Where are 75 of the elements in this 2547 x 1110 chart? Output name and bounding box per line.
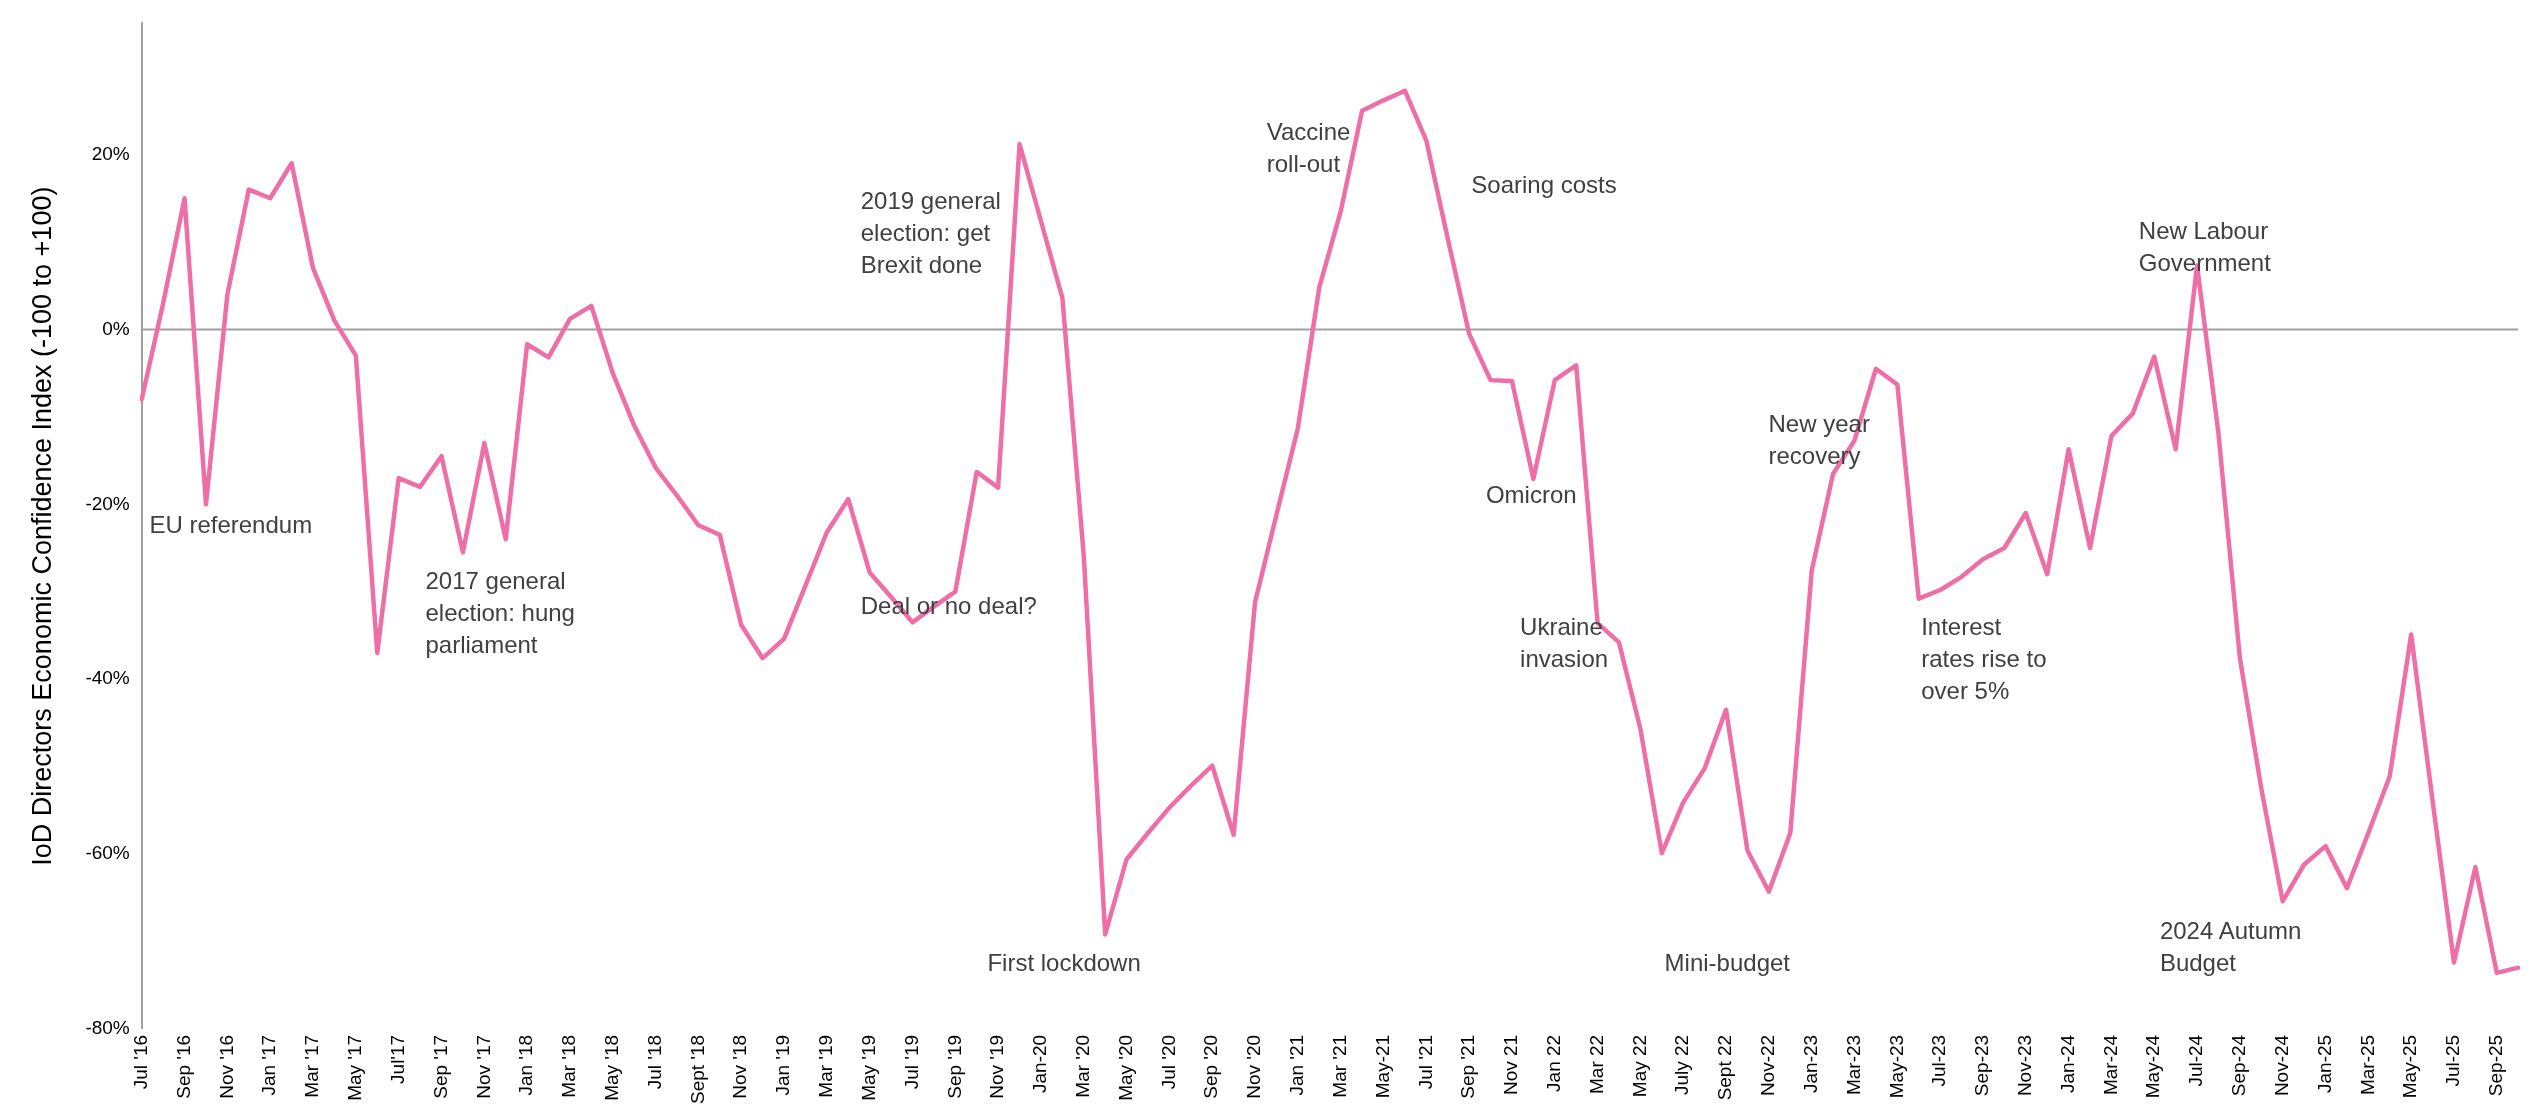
x-tick-label: Mar-25 bbox=[2356, 1034, 2378, 1096]
x-tick-label: Jan-23 bbox=[1799, 1034, 1821, 1093]
annotation: Omicron bbox=[1485, 480, 1577, 511]
x-tick-label: Nov '19 bbox=[986, 1034, 1008, 1099]
annotation: 2017 general election: hung parliament bbox=[425, 566, 575, 661]
annotation: Soaring costs bbox=[1471, 170, 1617, 201]
x-tick-label: Jan '21 bbox=[1286, 1034, 1308, 1096]
x-tick-label: Nov '16 bbox=[215, 1034, 237, 1099]
x-tick-label: Jul-25 bbox=[2442, 1034, 2464, 1087]
annotation: Vaccine roll-out bbox=[1266, 116, 1351, 179]
x-tick-label: Mar 22 bbox=[1585, 1034, 1607, 1095]
x-tick-label: Sep '16 bbox=[172, 1034, 194, 1099]
x-tick-label: Nov-22 bbox=[1757, 1034, 1779, 1097]
x-tick-label: Jan-24 bbox=[2056, 1034, 2078, 1093]
x-tick-label: May-23 bbox=[1885, 1034, 1907, 1099]
x-tick-label: Sep-25 bbox=[2485, 1034, 2507, 1097]
x-tick-label: Sept '18 bbox=[686, 1034, 708, 1105]
y-tick-label: 20% bbox=[91, 142, 130, 164]
y-tick-label: -60% bbox=[85, 842, 130, 864]
x-tick-label: Sep '21 bbox=[1457, 1034, 1479, 1099]
annotation: First lockdown bbox=[987, 948, 1141, 979]
annotation: Ukraine invasion bbox=[1520, 611, 1609, 674]
x-tick-label: Nov 21 bbox=[1500, 1034, 1522, 1096]
x-tick-label: Nov-23 bbox=[2014, 1034, 2036, 1097]
x-tick-label: Nov '18 bbox=[729, 1034, 751, 1099]
x-tick-label: May '18 bbox=[601, 1034, 622, 1101]
annotation: Interest rates rise to over 5% bbox=[1921, 611, 2047, 706]
x-tick-label: Jul '20 bbox=[1157, 1034, 1179, 1090]
x-tick-label: Sep '20 bbox=[1200, 1034, 1222, 1099]
x-tick-label: Jul-23 bbox=[1928, 1034, 1950, 1087]
annotation: New Labour Government bbox=[2138, 215, 2271, 278]
x-tick-label: Jul-24 bbox=[2185, 1034, 2207, 1087]
x-tick-label: Sep-23 bbox=[1971, 1034, 1993, 1097]
x-tick-label: Jul '18 bbox=[643, 1034, 665, 1090]
annotation: Mini-budget bbox=[1664, 948, 1790, 979]
y-axis-title: IoD Directors Economic Confidence Index (-100 to +100) bbox=[26, 186, 57, 866]
x-tick-label: Sept 22 bbox=[1714, 1034, 1736, 1101]
annotation: EU referendum bbox=[149, 509, 313, 540]
x-tick-label: Jan-20 bbox=[1029, 1034, 1051, 1093]
x-tick-label: May-24 bbox=[2142, 1034, 2164, 1099]
x-tick-label: May '19 bbox=[857, 1034, 879, 1101]
annotation: 2024 Autumn Budget bbox=[2159, 915, 2302, 978]
x-tick-label: Jan '19 bbox=[772, 1034, 794, 1096]
x-tick-label: Mar '18 bbox=[558, 1034, 580, 1098]
x-tick-label: Jan-25 bbox=[2313, 1034, 2335, 1093]
x-tick-label: Sep-24 bbox=[2228, 1034, 2250, 1097]
x-tick-label: Mar '21 bbox=[1328, 1034, 1350, 1098]
x-tick-label: Jan 22 bbox=[1543, 1034, 1565, 1092]
x-tick-label: Jan '18 bbox=[515, 1034, 537, 1096]
x-tick-label: Mar-23 bbox=[1842, 1034, 1864, 1096]
x-tick-label: May '17 bbox=[344, 1034, 366, 1101]
x-tick-label: May-21 bbox=[1371, 1034, 1393, 1099]
x-tick-label: July 22 bbox=[1671, 1034, 1693, 1096]
x-tick-label: Jul '19 bbox=[900, 1034, 922, 1090]
x-tick-label: Nov-24 bbox=[2270, 1034, 2292, 1097]
y-tick-label: 0% bbox=[102, 317, 130, 339]
x-tick-label: May 22 bbox=[1628, 1034, 1650, 1098]
x-tick-label: Sep '19 bbox=[943, 1034, 965, 1099]
x-tick-label: Jul '16 bbox=[129, 1034, 151, 1090]
x-tick-label: Nov '20 bbox=[1243, 1034, 1265, 1099]
x-tick-label: Mar '17 bbox=[301, 1034, 323, 1098]
x-tick-label: Mar-24 bbox=[2099, 1034, 2121, 1096]
y-tick-label: -80% bbox=[85, 1017, 130, 1039]
y-tick-label: -20% bbox=[85, 492, 130, 514]
x-tick-label: Jul'17 bbox=[386, 1034, 408, 1084]
x-tick-label: Jul '21 bbox=[1414, 1034, 1436, 1090]
x-tick-label: Jan '17 bbox=[258, 1034, 280, 1096]
y-tick-label: -40% bbox=[85, 667, 130, 689]
annotation: 2019 general election: get Brexit done bbox=[860, 186, 1001, 281]
x-tick-label: Sep '17 bbox=[429, 1034, 451, 1099]
x-tick-label: Mar '20 bbox=[1072, 1034, 1093, 1098]
x-tick-label: May '20 bbox=[1114, 1034, 1136, 1101]
x-tick-label: Nov '17 bbox=[472, 1034, 494, 1099]
x-tick-label: May-25 bbox=[2399, 1034, 2421, 1099]
x-tick-label: Mar '19 bbox=[815, 1034, 837, 1098]
